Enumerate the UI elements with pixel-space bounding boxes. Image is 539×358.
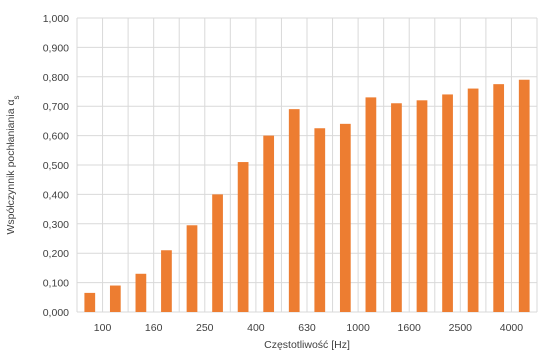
y-tick-label: 1,000 (43, 13, 69, 25)
bar-4000 (493, 84, 505, 313)
y-axis-label: Współczynnik pochłaniania αs (5, 95, 21, 234)
y-axis-ticks: 0,000 0,100 0,200 0,300 0,400 0,500 0,600 0,700… (43, 13, 69, 319)
bar-250 (186, 225, 198, 312)
y-tick-label: 0,300 (43, 219, 69, 231)
bar-630 (288, 109, 300, 312)
bar-200 (161, 250, 172, 312)
x-tick-label: 1000 (346, 322, 370, 334)
x-tick-label: 100 (94, 322, 112, 334)
x-tick-label: 250 (196, 322, 214, 334)
bar-1250 (365, 97, 377, 312)
y-tick-label: 0,600 (43, 131, 69, 143)
bar-160 (135, 273, 147, 312)
x-tick-label: 400 (247, 322, 265, 334)
y-axis-label-subscript: s (12, 95, 21, 99)
y-tick-label: 0,700 (43, 101, 69, 113)
bar-3150 (467, 88, 479, 312)
y-tick-label: 0,200 (43, 248, 69, 260)
bar-500 (263, 135, 275, 312)
bar-400 (237, 162, 249, 312)
x-tick-label: 160 (145, 322, 163, 334)
bar-2000 (416, 100, 428, 312)
bar-2500 (442, 94, 453, 312)
y-tick-label: 0,400 (43, 189, 69, 201)
bar-315 (212, 194, 223, 312)
y-tick-label: 0,100 (43, 278, 69, 290)
x-axis-ticks: 100 160 250 400 630 1000 1600 2500 4000 (94, 322, 523, 334)
chart-bars (84, 79, 530, 313)
bar-1600 (391, 103, 402, 312)
y-tick-label: 0,800 (43, 72, 69, 84)
x-tick-label: 2500 (449, 322, 473, 334)
y-tick-label: 0,000 (43, 307, 69, 319)
x-tick-label: 630 (298, 322, 316, 334)
x-axis-label: Częstotliwość [Hz] (264, 339, 350, 351)
bar-5000 (518, 79, 530, 313)
x-tick-label: 4000 (500, 322, 524, 334)
y-tick-label: 0,900 (43, 42, 69, 54)
y-axis-label-main: Współczynnik pochłaniania α (5, 99, 17, 234)
bar-1000 (339, 123, 351, 312)
bar-100 (84, 292, 96, 312)
bar-800 (314, 128, 326, 312)
chart-grid (76, 17, 538, 313)
bar-125 (109, 285, 121, 312)
x-tick-label: 1600 (398, 322, 422, 334)
y-tick-label: 0,500 (43, 160, 69, 172)
